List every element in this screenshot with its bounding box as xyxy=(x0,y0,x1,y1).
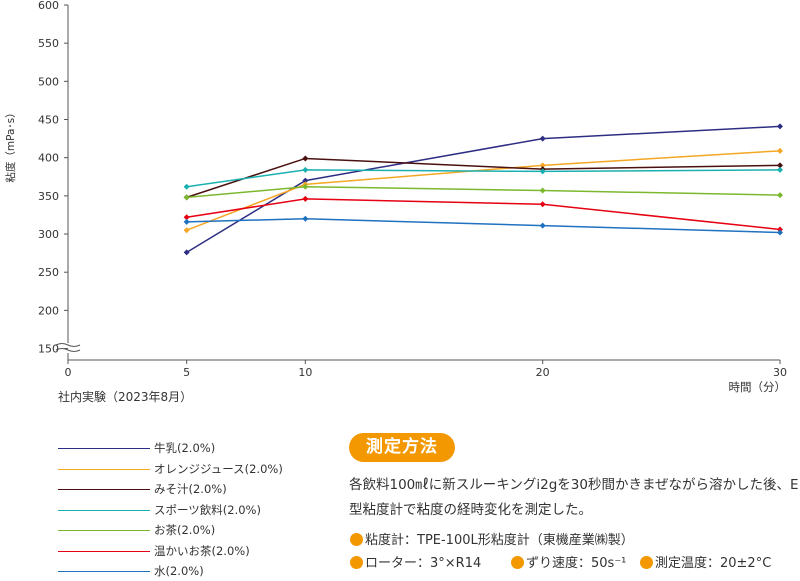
legend-label: 水(2.0%) xyxy=(154,564,204,578)
viscometer-text: 粘度計：TPE-100L形粘度計（東機産業㈱製） xyxy=(365,533,634,548)
y-axis-label: 粘度（mPa･s） xyxy=(4,107,17,182)
experiment-note: 社内実験（2023年8月） xyxy=(58,390,193,404)
shear-rate-text: ずり速度：50s⁻¹ xyxy=(526,556,627,571)
legend-item: 温かいお茶(2.0%) xyxy=(58,541,358,561)
data-point xyxy=(183,194,190,201)
legend-label: お茶(2.0%) xyxy=(154,523,216,537)
x-tick-label: 20 xyxy=(536,366,550,379)
data-point xyxy=(777,147,783,154)
method-title: 測定方法 xyxy=(349,433,455,462)
bullet-dot-icon xyxy=(350,533,363,546)
rotor-text: ローター：3°×R14 xyxy=(365,556,482,571)
shear-rate-condition: ずり速度：50s⁻¹ xyxy=(511,554,626,574)
data-point xyxy=(777,229,783,236)
data-point xyxy=(302,215,309,222)
x-tick-label: 0 xyxy=(65,366,72,379)
data-point xyxy=(777,123,783,130)
data-point xyxy=(183,214,190,221)
data-point xyxy=(302,166,309,173)
x-axis-label: 時間（分） xyxy=(729,380,787,394)
legend-label: みそ汁(2.0%) xyxy=(154,482,227,496)
legend-label: オレンジジュース(2.0%) xyxy=(154,461,283,476)
legend-label: 温かいお茶(2.0%) xyxy=(154,543,250,558)
series-line-2 xyxy=(186,157,781,199)
legend-swatch xyxy=(58,489,150,490)
data-point xyxy=(539,162,546,169)
temperature-condition: 測定温度：20±2°C xyxy=(640,554,771,574)
data-point xyxy=(777,166,783,173)
data-point xyxy=(183,218,190,225)
data-point xyxy=(183,249,190,256)
data-point xyxy=(539,135,546,142)
legend-swatch xyxy=(58,509,150,511)
legend-item: お茶(2.0%) xyxy=(58,520,358,540)
data-point xyxy=(183,183,190,190)
y-tick-label: 300 xyxy=(38,228,59,241)
bullet-dot-icon xyxy=(640,556,653,569)
data-point xyxy=(539,222,546,229)
legend-swatch xyxy=(58,448,150,449)
legend-item: みそ汁(2.0%) xyxy=(58,479,358,499)
bullet-dot-icon xyxy=(350,556,363,569)
data-point xyxy=(302,177,309,184)
legend-swatch xyxy=(58,530,150,531)
y-tick-label: 200 xyxy=(38,304,59,317)
data-point xyxy=(302,195,309,202)
method-description: 各飲料100㎖に新スルーキングi2gを30秒間かきまぜながら溶かした後、E型粘度… xyxy=(349,477,799,518)
viscometer-condition: 粘度計：TPE-100L形粘度計（東機産業㈱製） xyxy=(350,531,634,551)
series-line-4 xyxy=(186,185,781,199)
legend-swatch xyxy=(58,550,150,552)
data-point xyxy=(777,192,783,199)
legend-label: 牛乳(2.0%) xyxy=(154,441,216,455)
x-tick-label: 30 xyxy=(773,366,787,379)
x-tick-label: 5 xyxy=(183,366,190,379)
data-point xyxy=(183,227,190,234)
y-tick-label: 500 xyxy=(38,75,59,88)
y-tick-label: 450 xyxy=(38,114,59,127)
series-line-6 xyxy=(186,218,781,234)
y-tick-label: 550 xyxy=(38,37,59,50)
data-point xyxy=(302,155,309,162)
legend-item: 水(2.0%) xyxy=(58,561,358,581)
legend-item: オレンジジュース(2.0%) xyxy=(58,459,358,479)
data-point xyxy=(539,187,546,194)
legend-item: 牛乳(2.0%) xyxy=(58,438,358,458)
y-tick-label: 350 xyxy=(38,190,59,203)
axis-break-icon xyxy=(55,343,81,352)
data-point xyxy=(539,168,546,175)
y-tick-label: 250 xyxy=(38,266,59,279)
series-layer xyxy=(183,123,783,256)
series-line-5 xyxy=(186,198,781,231)
y-tick-label: 400 xyxy=(38,152,59,165)
temperature-text: 測定温度：20±2°C xyxy=(655,556,772,571)
legend-swatch xyxy=(58,571,150,572)
rotor-condition: ローター：3°×R14 xyxy=(350,554,481,574)
data-point xyxy=(539,201,546,208)
data-point xyxy=(777,226,783,233)
x-axis: 0 5 10 20 30 xyxy=(65,359,787,379)
y-axis: 150 200 250 300 350 400 450 500 550 600 xyxy=(38,0,81,360)
data-point xyxy=(777,162,783,169)
legend-swatch xyxy=(58,468,150,470)
series-line-0 xyxy=(186,125,781,253)
data-point xyxy=(302,183,309,190)
y-tick-label: 600 xyxy=(38,0,59,12)
legend-label: スポーツ飲料(2.0%) xyxy=(154,502,261,517)
x-tick-label: 10 xyxy=(298,366,312,379)
series-line-1 xyxy=(186,150,781,231)
y-tick-label: 150 xyxy=(38,343,59,356)
bullet-dot-icon xyxy=(511,556,524,569)
legend-item: スポーツ飲料(2.0%) xyxy=(58,500,358,520)
series-line-3 xyxy=(186,169,781,188)
